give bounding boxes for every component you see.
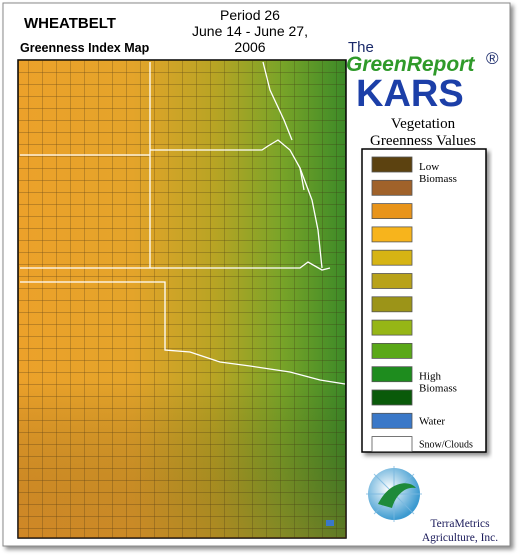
- legend-swatch: [371, 296, 413, 313]
- legend-swatch: [371, 342, 413, 359]
- legend-swatch: [371, 389, 413, 406]
- legend-swatch: [371, 436, 413, 453]
- legend-swatch: [371, 203, 413, 220]
- legend-swatch: [371, 273, 413, 289]
- legend-swatch: [371, 319, 413, 336]
- map-title: Greenness Index Map: [20, 41, 150, 55]
- footer: TerraMetrics Agriculture, Inc.: [422, 518, 498, 544]
- legend-label: Water: [419, 415, 445, 427]
- brand-the: The: [348, 39, 374, 56]
- region-title: WHEATBELT: [24, 15, 116, 32]
- dates: June 14 - June 27,: [192, 23, 308, 39]
- legend-swatch: [371, 249, 413, 266]
- legend-swatch: [371, 226, 413, 243]
- brand-registered: ®: [486, 49, 499, 68]
- legend-label: Biomass: [419, 383, 457, 395]
- legend-label: Snow/Clouds: [419, 440, 473, 451]
- legend-title: Vegetation: [391, 116, 456, 132]
- legend-label: Biomass: [419, 173, 457, 185]
- company-name: TerraMetrics: [430, 518, 490, 530]
- legend-label: Low: [419, 161, 439, 173]
- legend-label: High: [419, 371, 442, 383]
- legend-swatch: [371, 366, 413, 383]
- legend-swatch: [371, 179, 413, 196]
- brand-name: GreenReport: [346, 53, 475, 76]
- state-boundaries: [20, 61, 346, 385]
- company-logo: [366, 466, 422, 522]
- legend-title: Greenness Values: [370, 133, 476, 149]
- legend-swatch: [371, 412, 413, 429]
- company-name: Agriculture, Inc.: [422, 532, 498, 544]
- legend-swatch: [371, 156, 413, 173]
- map: [17, 59, 347, 539]
- period: Period 26: [220, 7, 280, 23]
- brand-product: KARS: [356, 73, 464, 115]
- year: 2006: [234, 39, 265, 55]
